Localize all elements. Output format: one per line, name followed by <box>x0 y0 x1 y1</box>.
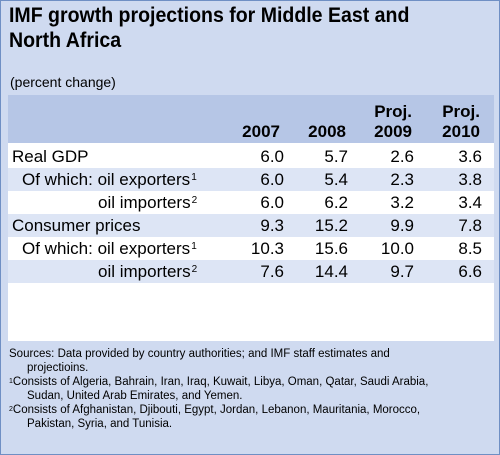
value-cell-2009: 2.6 <box>390 147 414 166</box>
row-label: oil importers2 <box>98 191 197 214</box>
value-cell-2007: 10.3 <box>250 239 284 258</box>
table-row: oil importers2 7.6 14.4 9.7 6.6 <box>8 260 494 283</box>
row-label-text: Consumer prices <box>12 216 141 235</box>
value-cell-2008: 5.4 <box>324 170 348 189</box>
footnote-marker: 2 <box>191 264 198 275</box>
column-header-2009: Proj. 2009 <box>374 102 412 141</box>
table-header: 2007 2008 Proj. 2009 Proj. 2010 <box>8 95 494 143</box>
data-table: 2007 2008 Proj. 2009 Proj. 2010 Real GDP… <box>8 95 494 341</box>
table-row: Real GDP 6.0 5.7 2.6 3.6 <box>8 145 494 168</box>
value-cell-2009: 9.9 <box>390 216 414 235</box>
footnote-marker: 1 <box>191 172 197 183</box>
value-cell-2007: 6.0 <box>260 147 284 166</box>
value-cell-2007: 9.3 <box>260 216 284 235</box>
value-cell-2009: 2.3 <box>390 170 414 189</box>
value-cell-2009: 10.0 <box>380 239 414 258</box>
footnote-2-line-1: 2Consists of Afghanistan, Djibouti, Egyp… <box>9 403 493 417</box>
column-header-2010: Proj. 2010 <box>442 102 480 141</box>
row-label-text: Of which: oil exporters <box>22 239 191 258</box>
row-label: Of which: oil exporters1 <box>22 237 197 260</box>
value-cell-2010: 6.6 <box>458 262 482 281</box>
footnote-2-line-2: Pakistan, Syria, and Tunisia. <box>27 418 173 430</box>
row-label-text: oil importers <box>98 262 191 281</box>
footnote-1-marker: 1 <box>9 378 13 385</box>
footnote-2-text: Consists of Afghanistan, Djibouti, Egypt… <box>12 404 421 416</box>
chart-subtitle: (percent change) <box>10 74 116 90</box>
title-line-1: IMF growth projections for Middle East a… <box>9 4 410 27</box>
value-cell-2010: 3.8 <box>458 170 482 189</box>
row-label-text: Of which: oil exporters <box>22 170 191 189</box>
table-row: Consumer prices 9.3 15.2 9.9 7.8 <box>8 214 494 237</box>
row-label: Consumer prices <box>12 214 141 237</box>
value-cell-2010: 8.5 <box>458 239 482 258</box>
title-line-2: North Africa <box>9 29 122 52</box>
value-cell-2008: 15.2 <box>314 216 348 235</box>
footnote-2-marker: 2 <box>9 406 13 413</box>
value-cell-2007: 6.0 <box>260 170 284 189</box>
value-cell-2008: 14.4 <box>314 262 348 281</box>
column-header-2008: 2008 <box>308 122 346 141</box>
value-cell-2009: 9.7 <box>390 262 414 281</box>
footnote-1-text: Consists of Algeria, Bahrain, Iran, Iraq… <box>12 376 429 388</box>
value-cell-2009: 3.2 <box>390 193 414 212</box>
table-row: Of which: oil exporters1 10.3 15.6 10.0 8.5 <box>8 237 494 260</box>
footnote-marker: 1 <box>191 241 197 252</box>
row-label: Of which: oil exporters1 <box>22 168 197 191</box>
footnote-1-line-1: 1Consists of Algeria, Bahrain, Iran, Ira… <box>9 375 493 389</box>
sources-note-line-1: Sources: Data provided by country author… <box>9 348 390 360</box>
table-row: oil importers2 6.0 6.2 3.2 3.4 <box>8 191 494 214</box>
footnotes: Sources: Data provided by country author… <box>9 347 493 431</box>
value-cell-2010: 7.8 <box>458 216 482 235</box>
row-label: oil importers2 <box>98 260 197 283</box>
value-cell-2008: 15.6 <box>314 239 348 258</box>
footnote-marker: 2 <box>191 195 198 206</box>
row-label-text: Real GDP <box>12 147 89 166</box>
value-cell-2007: 7.6 <box>260 262 284 281</box>
value-cell-2010: 3.4 <box>458 193 482 212</box>
table-row: Of which: oil exporters1 6.0 5.4 2.3 3.8 <box>8 168 494 191</box>
value-cell-2008: 5.7 <box>324 147 348 166</box>
value-cell-2010: 3.6 <box>458 147 482 166</box>
sources-note-line-2: projectioins. <box>27 362 89 374</box>
row-label: Real GDP <box>12 145 89 168</box>
row-label-text: oil importers <box>98 193 191 212</box>
column-header-2007: 2007 <box>242 122 280 141</box>
footnote-1-line-2: Sudan, United Arab Emirates, and Yemen. <box>27 390 243 402</box>
value-cell-2008: 6.2 <box>324 193 348 212</box>
value-cell-2007: 6.0 <box>260 193 284 212</box>
chart-title: IMF growth projections for Middle East a… <box>9 3 455 53</box>
